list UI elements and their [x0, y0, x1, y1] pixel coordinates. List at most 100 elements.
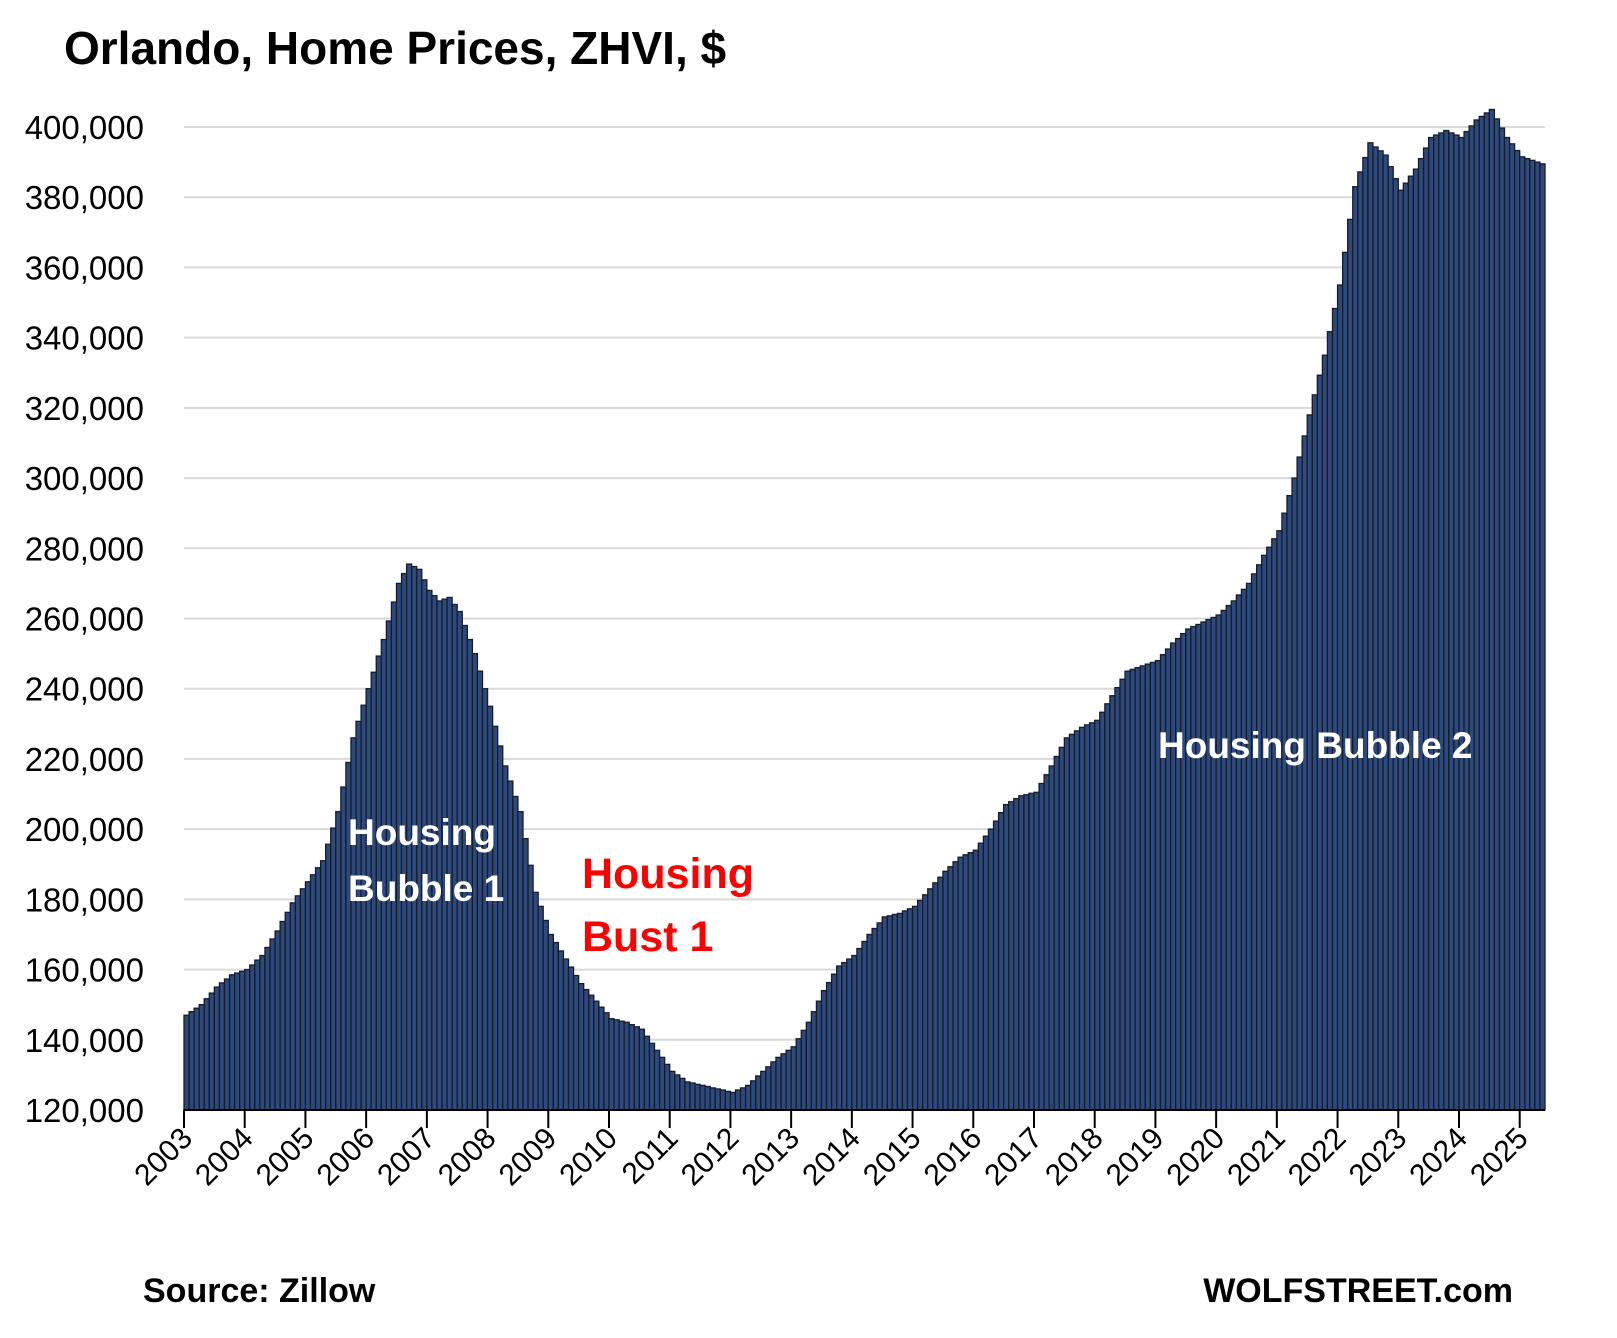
price-bar	[836, 965, 843, 1111]
price-bar	[1301, 435, 1308, 1111]
price-bar	[911, 905, 919, 1111]
y-tick-label: 340,000	[25, 320, 144, 357]
price-bar	[1276, 530, 1283, 1111]
y-tick-label: 400,000	[25, 109, 144, 146]
price-bar	[992, 820, 1000, 1111]
price-bar	[319, 860, 327, 1111]
price-bar	[1458, 136, 1465, 1111]
y-tick-label: 320,000	[25, 390, 144, 427]
price-bar	[385, 620, 393, 1111]
price-bar	[1357, 171, 1364, 1111]
price-bar	[623, 1021, 630, 1111]
price-bar	[674, 1074, 681, 1111]
x-tick-label: 2020	[1161, 1122, 1232, 1193]
y-tick-label: 200,000	[25, 811, 144, 848]
price-bar	[188, 1011, 195, 1111]
price-bar	[284, 911, 291, 1111]
price-bar	[1296, 456, 1303, 1111]
price-bar	[289, 902, 296, 1111]
price-bar	[1175, 637, 1182, 1111]
price-bar	[846, 958, 853, 1111]
x-tick-label: 2004	[189, 1122, 260, 1193]
annotation-housing-bubble: Housing Bubble 2	[1158, 725, 1473, 766]
price-bar	[1438, 132, 1445, 1111]
price-bar	[982, 835, 990, 1111]
price-bar	[304, 881, 312, 1111]
price-bar	[1195, 623, 1202, 1111]
price-bar	[891, 913, 899, 1111]
price-bar	[507, 780, 514, 1111]
price-bar	[233, 972, 241, 1111]
price-bar	[972, 849, 979, 1111]
price-bar	[962, 854, 969, 1111]
wolfstreet-brand: WOLFSTREET.com	[1203, 1272, 1513, 1310]
x-axis-tick-labels: 2003200420052006200720082009201020112012…	[128, 1122, 1534, 1193]
price-bar	[1119, 678, 1126, 1111]
price-bar	[866, 933, 873, 1111]
price-bar	[1149, 661, 1157, 1111]
price-bar	[532, 891, 539, 1111]
price-bar	[1341, 251, 1349, 1111]
price-bar	[729, 1091, 737, 1111]
price-bar	[1225, 604, 1232, 1111]
price-bar	[208, 992, 216, 1111]
price-bar	[922, 894, 929, 1111]
y-tick-label: 220,000	[25, 741, 144, 778]
price-bar	[739, 1087, 747, 1111]
price-bar	[780, 1053, 787, 1111]
price-bar	[825, 981, 833, 1111]
price-bar	[1008, 801, 1015, 1111]
price-bar	[618, 1020, 625, 1111]
price-bar	[557, 950, 565, 1111]
price-bar	[193, 1007, 200, 1111]
price-bar	[1493, 118, 1501, 1111]
price-bar	[1104, 703, 1111, 1111]
price-bar	[1210, 616, 1217, 1111]
price-bar	[1134, 667, 1141, 1111]
x-tick-label: 2007	[371, 1122, 442, 1193]
price-bar	[638, 1028, 646, 1111]
price-bar	[658, 1056, 666, 1111]
price-bar	[830, 973, 838, 1111]
price-bar	[901, 910, 909, 1111]
price-bar	[1539, 163, 1546, 1111]
price-bar	[1498, 127, 1506, 1111]
price-bar	[815, 1000, 823, 1111]
price-bar	[456, 610, 463, 1111]
price-bar	[633, 1026, 640, 1111]
price-bar	[390, 601, 398, 1111]
price-bar	[1018, 795, 1025, 1111]
price-bar	[309, 874, 317, 1111]
price-bar	[491, 725, 499, 1111]
price-bar	[1463, 130, 1470, 1111]
price-bar	[1377, 150, 1384, 1111]
x-tick-label: 2023	[1343, 1122, 1414, 1193]
x-tick-label: 2022	[1282, 1122, 1353, 1193]
price-bar	[613, 1019, 620, 1111]
price-bar	[1033, 791, 1040, 1111]
annotation-housing-bust: Housing Bust 1	[582, 850, 754, 961]
price-bar	[583, 988, 590, 1111]
price-bar	[593, 1000, 600, 1111]
x-tick-label: 2013	[736, 1122, 807, 1193]
price-bar	[881, 916, 888, 1111]
price-bar	[547, 933, 554, 1111]
price-bar	[1245, 582, 1253, 1111]
price-bar	[810, 1011, 818, 1111]
price-bar	[1443, 129, 1450, 1111]
price-bar	[451, 603, 458, 1111]
price-bar	[1347, 218, 1354, 1111]
price-bar	[805, 1021, 813, 1111]
price-bar	[1240, 588, 1248, 1111]
y-tick-label: 140,000	[25, 1022, 144, 1059]
y-tick-label: 260,000	[25, 601, 144, 638]
price-bar	[269, 938, 276, 1111]
price-bar	[1427, 136, 1435, 1111]
price-bar	[765, 1066, 772, 1111]
price-bar	[274, 930, 281, 1111]
price-bar	[775, 1056, 782, 1111]
price-bar	[1412, 168, 1420, 1111]
price-bar	[1266, 546, 1273, 1111]
price-bar	[1397, 189, 1404, 1111]
price-bar	[223, 978, 231, 1111]
